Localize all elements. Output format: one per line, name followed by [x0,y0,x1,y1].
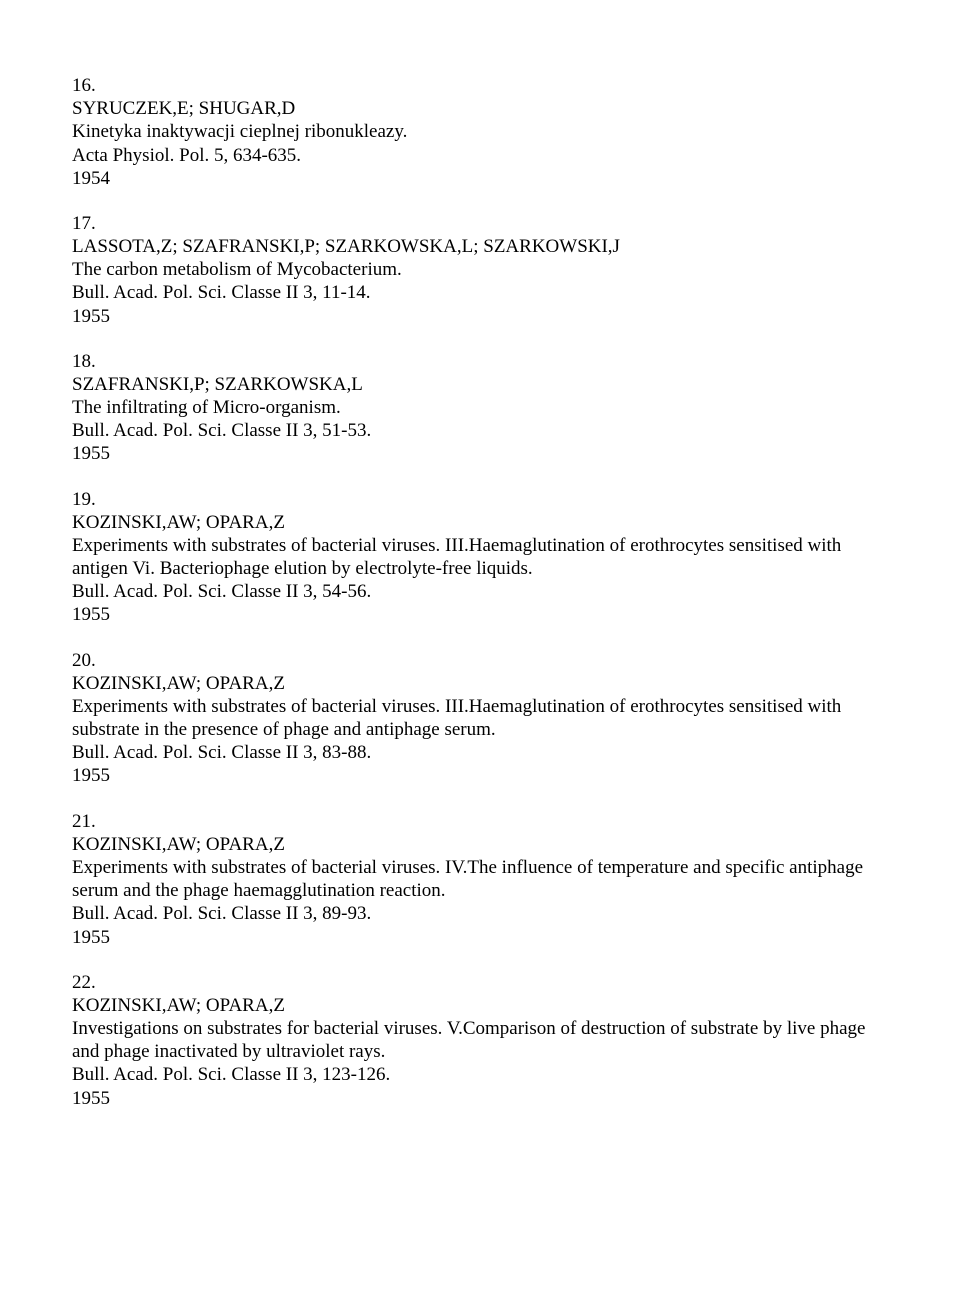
entry-authors: SYRUCZEK,E; SHUGAR,D [72,97,888,120]
bibliography-entry: 20.KOZINSKI,AW; OPARA,ZExperiments with … [72,649,888,788]
bibliography-list: 16.SYRUCZEK,E; SHUGAR,DKinetyka inaktywa… [72,74,888,1110]
entry-number: 17. [72,212,888,235]
bibliography-entry: 22.KOZINSKI,AW; OPARA,ZInvestigations on… [72,971,888,1110]
entry-year: 1955 [72,926,888,949]
entry-year: 1955 [72,764,888,787]
entry-year: 1955 [72,603,888,626]
bibliography-entry: 17.LASSOTA,Z; SZAFRANSKI,P; SZARKOWSKA,L… [72,212,888,328]
entry-title: Investigations on substrates for bacteri… [72,1017,888,1063]
entry-year: 1954 [72,167,888,190]
bibliography-entry: 19.KOZINSKI,AW; OPARA,ZExperiments with … [72,488,888,627]
entry-journal: Bull. Acad. Pol. Sci. Classe II 3, 11-14… [72,281,888,304]
entry-number: 21. [72,810,888,833]
entry-number: 19. [72,488,888,511]
entry-journal: Bull. Acad. Pol. Sci. Classe II 3, 83-88… [72,741,888,764]
entry-authors: SZAFRANSKI,P; SZARKOWSKA,L [72,373,888,396]
entry-number: 18. [72,350,888,373]
entry-journal: Bull. Acad. Pol. Sci. Classe II 3, 123-1… [72,1063,888,1086]
bibliography-entry: 18.SZAFRANSKI,P; SZARKOWSKA,LThe infiltr… [72,350,888,466]
entry-number: 22. [72,971,888,994]
entry-title: The infiltrating of Micro-organism. [72,396,888,419]
entry-year: 1955 [72,442,888,465]
entry-number: 20. [72,649,888,672]
entry-journal: Acta Physiol. Pol. 5, 634-635. [72,144,888,167]
entry-authors: KOZINSKI,AW; OPARA,Z [72,511,888,534]
entry-authors: KOZINSKI,AW; OPARA,Z [72,994,888,1017]
entry-year: 1955 [72,305,888,328]
entry-title: Experiments with substrates of bacterial… [72,695,888,741]
entry-number: 16. [72,74,888,97]
entry-journal: Bull. Acad. Pol. Sci. Classe II 3, 51-53… [72,419,888,442]
entry-authors: KOZINSKI,AW; OPARA,Z [72,672,888,695]
entry-title: Kinetyka inaktywacji cieplnej ribonuklea… [72,120,888,143]
bibliography-entry: 16.SYRUCZEK,E; SHUGAR,DKinetyka inaktywa… [72,74,888,190]
bibliography-entry: 21.KOZINSKI,AW; OPARA,ZExperiments with … [72,810,888,949]
entry-authors: LASSOTA,Z; SZAFRANSKI,P; SZARKOWSKA,L; S… [72,235,888,258]
entry-authors: KOZINSKI,AW; OPARA,Z [72,833,888,856]
entry-title: Experiments with substrates of bacterial… [72,534,888,580]
entry-year: 1955 [72,1087,888,1110]
entry-title: Experiments with substrates of bacterial… [72,856,888,902]
entry-title: The carbon metabolism of Mycobacterium. [72,258,888,281]
entry-journal: Bull. Acad. Pol. Sci. Classe II 3, 89-93… [72,902,888,925]
entry-journal: Bull. Acad. Pol. Sci. Classe II 3, 54-56… [72,580,888,603]
